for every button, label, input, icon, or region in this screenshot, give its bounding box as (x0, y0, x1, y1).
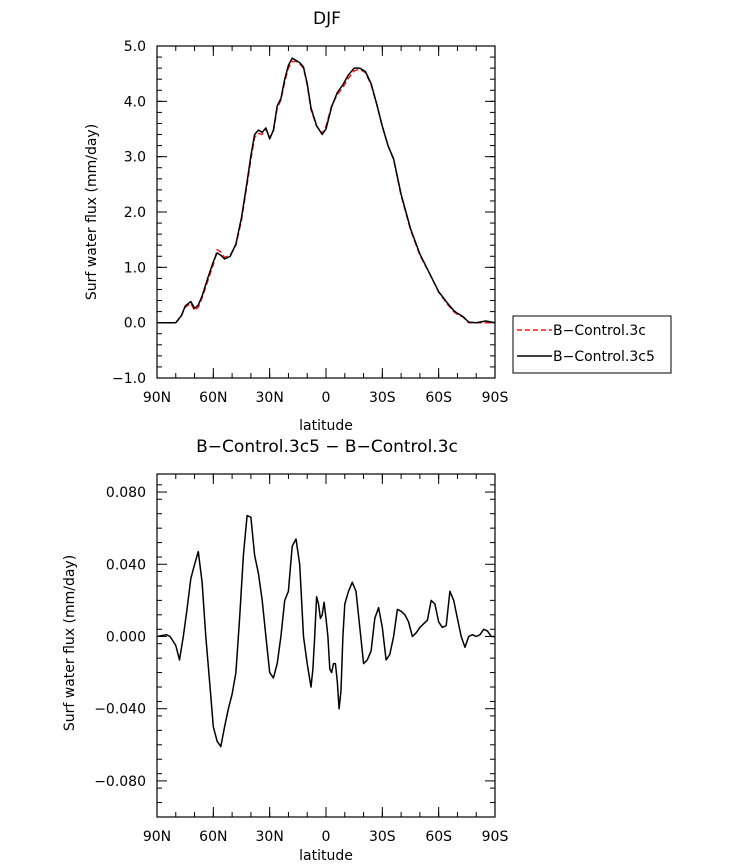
y-tick-label: 0.080 (106, 485, 146, 501)
x-tick-label: 60S (425, 390, 452, 406)
top-ticks (156, 45, 496, 379)
top-chart-title: DJF (313, 9, 341, 29)
x-tick-label: 90S (482, 829, 509, 845)
bottom-plot-frame (156, 473, 496, 818)
x-tick-label: 60S (425, 829, 452, 845)
legend-label-control-3c: B−Control.3c (553, 323, 646, 339)
y-tick-label: 4.0 (124, 94, 146, 110)
y-tick-label: 1.0 (124, 260, 146, 276)
legend-box (512, 315, 672, 374)
legend: B−Control.3c B−Control.3c5 (512, 315, 672, 374)
series-line-difference (156, 514, 495, 748)
bottom-ticks (156, 474, 496, 818)
bottom-series-lines (156, 514, 495, 748)
x-tick-label: 30S (369, 829, 396, 845)
bottom-x-axis-label: latitude (299, 848, 353, 864)
bottom-x-tick-labels: 90N 60N 30N 0 30S 60S 90S (143, 829, 509, 845)
y-tick-label: 5.0 (124, 39, 146, 55)
x-tick-label: 0 (322, 829, 331, 845)
x-tick-label: 30S (369, 390, 396, 406)
top-y-tick-labels: −1.0 0.0 1.0 2.0 3.0 4.0 5.0 (112, 39, 146, 387)
top-x-tick-labels: 90N 60N 30N 0 30S 60S 90S (143, 390, 509, 406)
top-panel-djf: DJF 90N 60N 30N 0 30S 60S 90S −1.0 0.0 1.0 2.0 3.0… (84, 9, 508, 434)
top-plot-frame (156, 45, 496, 379)
x-tick-label: 90N (143, 829, 171, 845)
y-tick-label: −0.040 (94, 702, 146, 718)
y-tick-label: 2.0 (124, 205, 146, 221)
series-line-b-control-3c (157, 60, 495, 324)
x-tick-label: 60N (199, 390, 227, 406)
y-tick-label: 0.040 (106, 557, 146, 573)
y-tick-label: −1.0 (112, 371, 146, 387)
y-tick-label: 3.0 (124, 150, 146, 166)
top-y-axis-label: Surf water flux (mm/day) (84, 124, 100, 300)
y-tick-label: 0.000 (106, 629, 146, 645)
series-line-b-control-3c5 (157, 57, 496, 324)
x-tick-label: 30N (256, 390, 284, 406)
x-tick-label: 90N (143, 390, 171, 406)
bottom-panel-difference: B−Control.3c5 − B−Control.3c 90N 60N 30N 0 3… (62, 437, 508, 864)
bottom-chart-title: B−Control.3c5 − B−Control.3c (196, 437, 458, 457)
bottom-y-axis-label: Surf water flux (mm/day) (62, 555, 78, 731)
top-x-axis-label: latitude (299, 418, 353, 434)
top-series-lines (157, 57, 496, 324)
x-tick-label: 0 (322, 390, 331, 406)
legend-label-control-3c5: B−Control.3c5 (553, 349, 655, 365)
y-tick-label: 0.0 (124, 316, 146, 332)
bottom-y-tick-labels: −0.080 −0.040 0.000 0.040 0.080 (94, 485, 146, 790)
y-tick-label: −0.080 (94, 774, 146, 790)
x-tick-label: 90S (482, 390, 509, 406)
x-tick-label: 60N (199, 829, 227, 845)
x-tick-label: 30N (256, 829, 284, 845)
